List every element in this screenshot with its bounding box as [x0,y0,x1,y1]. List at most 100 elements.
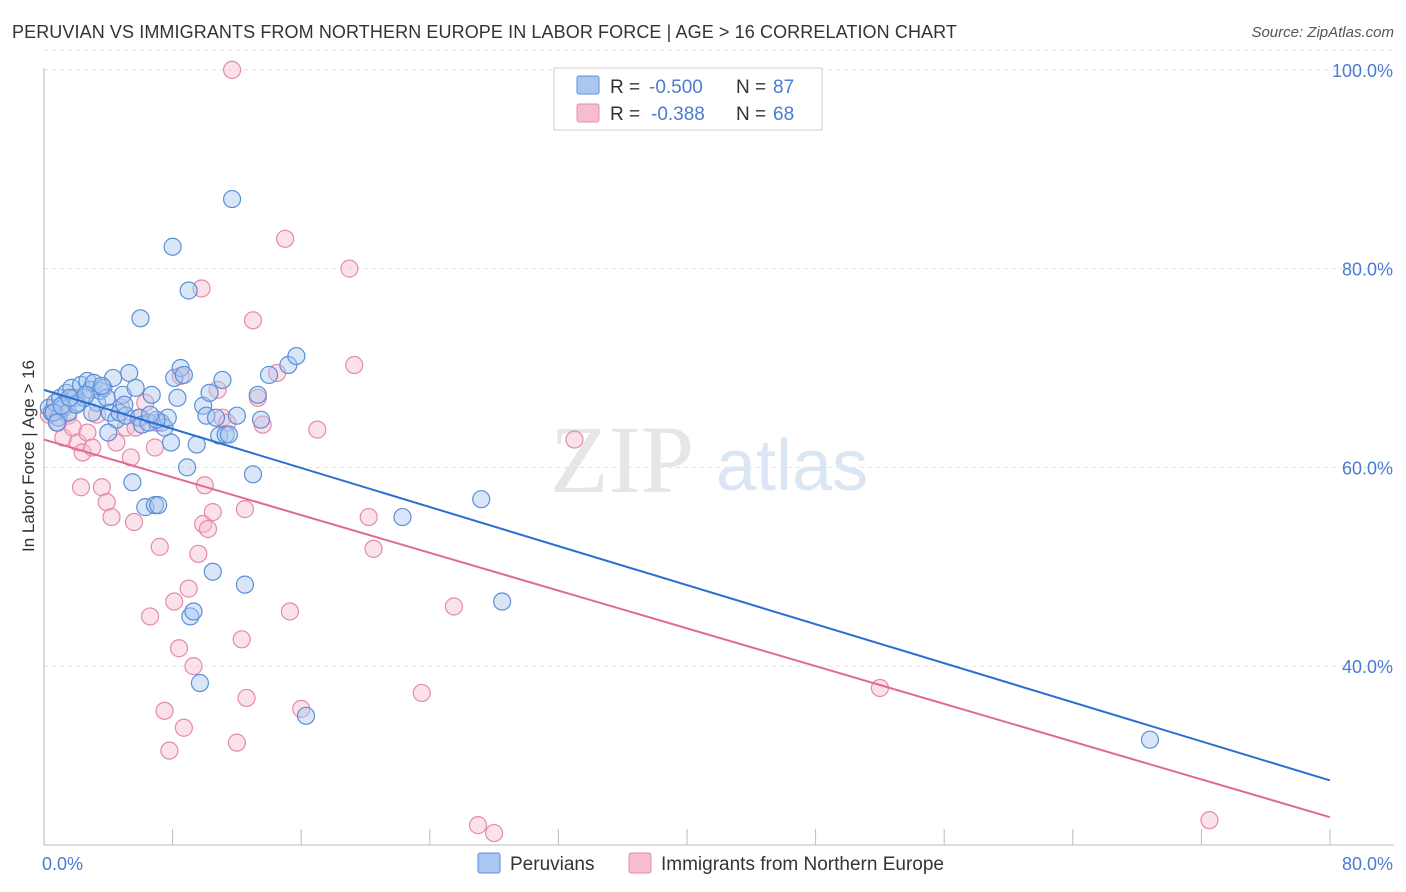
legend-n-label-1: N = [736,104,766,125]
point-immigrants [870,678,890,698]
watermark-zip: ZIP [550,406,694,513]
point-immigrants [179,579,198,598]
point-immigrants [203,502,222,522]
y-tick-label: 80.0% [1342,260,1393,280]
point-peruvians [206,408,226,427]
point-immigrants [359,507,378,527]
x-tick-label-min: 0.0% [42,854,83,874]
point-immigrants [485,823,504,843]
point-peruvians [181,607,200,626]
point-immigrants [102,507,121,527]
point-immigrants [184,657,203,676]
legend-swatch-peruvians [576,75,600,95]
trendline-immigrants [43,438,1331,819]
source-credit: Source: ZipAtlas.com [1251,24,1394,41]
point-immigrants [169,639,189,658]
point-immigrants [68,433,87,452]
point-peruvians [149,496,168,515]
watermark-atlas: atlas [716,426,868,506]
point-peruvians [99,423,118,442]
point-peruvians [123,473,142,492]
point-immigrants [345,355,364,375]
point-immigrants [155,701,174,720]
point-peruvians [259,365,279,385]
legend-n-value-0: 87 [773,77,794,98]
series-legend: Peruvians Immigrants from Northern Europ… [477,852,944,875]
point-peruvians [203,562,222,581]
y-axis-title: In Labor Force | Age > 16 [19,360,38,552]
point-peruvians [177,458,197,477]
y-tick-label: 60.0% [1342,458,1393,478]
bottom-legend-label-peruvians: Peruvians [510,854,595,875]
trendline-peruvians [43,388,1331,782]
point-immigrants [140,607,160,626]
point-immigrants [145,438,165,457]
point-immigrants [227,733,246,752]
point-immigrants [235,500,255,519]
point-immigrants [364,539,383,558]
point-immigrants [160,741,179,760]
point-peruvians [296,706,316,725]
point-immigrants [237,688,256,708]
point-peruvians [393,507,412,527]
point-immigrants [280,602,300,621]
point-peruvians [131,309,150,328]
point-immigrants [150,537,169,556]
point-immigrants [71,478,91,497]
point-immigrants [1200,811,1219,830]
point-immigrants [340,259,359,278]
point-immigrants [308,420,327,439]
point-peruvians [222,189,242,209]
legend-r-label-1: R = [610,104,640,125]
point-peruvians [47,413,66,432]
point-immigrants [198,519,218,539]
point-immigrants [444,597,464,616]
point-peruvians [174,365,193,385]
legend-r-value-0: -0.500 [649,77,703,98]
x-axis-ticks [43,829,1331,845]
point-immigrants [468,816,488,835]
bottom-legend-label-immigrants: Immigrants from Northern Europe [661,854,944,875]
point-peruvians [287,346,306,366]
point-peruvians [213,370,232,390]
point-immigrants [189,544,208,563]
point-peruvians [184,602,203,621]
point-peruvians [126,378,145,397]
point-peruvians [493,592,512,611]
point-peruvians [163,237,182,256]
point-peruvians [227,406,246,425]
point-peruvians [200,383,219,402]
point-peruvians [92,376,111,395]
chart-title: PERUVIAN VS IMMIGRANTS FROM NORTHERN EUR… [12,22,958,42]
point-peruvians [190,673,210,693]
series-peruvians-points [39,189,1160,749]
bottom-legend-swatch-immigrants [628,852,652,874]
legend-n-value-1: 68 [773,104,794,125]
point-peruvians [115,395,134,414]
point-immigrants [124,512,144,532]
point-immigrants [222,60,242,79]
point-peruvians [158,408,177,427]
point-immigrants [243,311,263,330]
point-peruvians [142,385,161,404]
y-tick-label: 40.0% [1342,657,1393,677]
point-immigrants [232,630,251,649]
point-peruvians [243,465,263,484]
point-immigrants [194,514,213,534]
point-peruvians [248,385,267,404]
legend-n-label-0: N = [736,77,766,98]
legend-swatch-immigrants [576,103,600,123]
point-immigrants [276,229,295,248]
legend-r-value-1: -0.388 [651,104,705,125]
bottom-legend-swatch-peruvians [477,852,501,874]
point-peruvians [161,433,181,452]
point-peruvians [235,575,255,594]
x-tick-label-max: 80.0% [1342,854,1393,874]
y-tick-label: 100.0% [1332,61,1393,81]
point-peruvians [140,405,160,424]
point-immigrants [165,592,184,611]
point-peruvians [179,281,198,300]
gridlines [44,49,1394,667]
y-tick-labels: 100.0% 80.0% 60.0% 40.0% [1332,61,1393,677]
